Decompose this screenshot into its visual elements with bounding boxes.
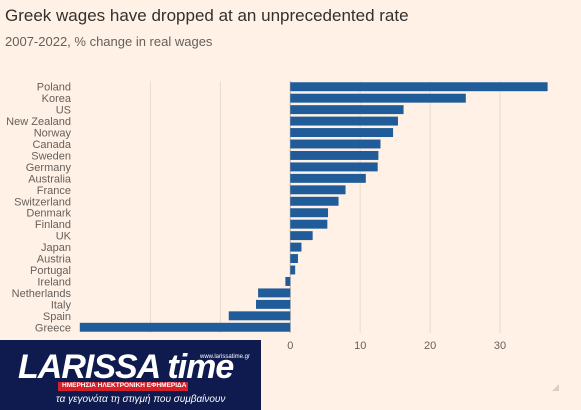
category-label: Ireland <box>37 276 71 288</box>
x-tick-label: 20 <box>424 340 436 352</box>
bar-new-zealand <box>290 116 398 126</box>
bar-spain <box>228 311 291 321</box>
bar-denmark <box>290 208 329 218</box>
bar-germany <box>290 162 378 172</box>
category-label: UK <box>56 231 72 243</box>
category-label: Netherlands <box>12 288 72 300</box>
bar-portugal <box>290 265 296 275</box>
bar-norway <box>290 128 394 138</box>
logo-tagline: τα γεγονότα τη στιγμή που συμβαίνουν <box>56 394 226 405</box>
category-label: Portugal <box>30 265 71 277</box>
chart-subtitle: 2007-2022, % change in real wages <box>5 34 213 49</box>
category-label: Spain <box>43 311 71 323</box>
x-tick-label: 0 <box>287 340 293 352</box>
category-label: Italy <box>51 299 72 311</box>
category-label: Norway <box>34 128 72 140</box>
category-label: US <box>56 105 71 117</box>
logo-wordmark: LARISSA time <box>18 348 234 386</box>
category-label: Greece <box>35 322 71 334</box>
category-label: Canada <box>32 139 71 151</box>
chart-title: Greek wages have dropped at an unprecede… <box>5 6 409 25</box>
bar-us <box>290 105 404 115</box>
logo-strip-bg <box>58 382 188 391</box>
bars <box>79 82 548 332</box>
category-label: Korea <box>42 93 72 105</box>
category-label: Poland <box>37 82 71 94</box>
bar-uk <box>290 231 313 241</box>
bar-korea <box>290 93 466 103</box>
bar-austria <box>290 254 298 264</box>
category-label: Austria <box>37 254 72 266</box>
bar-canada <box>290 139 381 149</box>
x-tick-label: 10 <box>354 340 366 352</box>
bar-greece <box>79 322 291 332</box>
category-label: Finland <box>35 219 71 231</box>
bar-ireland <box>285 276 291 286</box>
bar-france <box>290 185 346 195</box>
category-label: Sweden <box>31 150 71 162</box>
bar-italy <box>256 299 291 309</box>
category-label: Germany <box>26 162 72 174</box>
bar-australia <box>290 173 366 183</box>
category-label: Denmark <box>26 208 71 220</box>
category-label: France <box>37 185 71 197</box>
category-label: Switzerland <box>14 196 71 208</box>
bar-sweden <box>290 150 379 160</box>
bar-netherlands <box>258 288 291 298</box>
bar-finland <box>290 219 328 229</box>
logo-strip-text: ΗΜΕΡΗΣΙΑ ΗΛΕΚΤΡΟΝΙΚΗ ΕΦΗΜΕΡΙΔΑ <box>62 382 187 389</box>
category-label: Japan <box>41 242 71 254</box>
bar-poland <box>290 82 548 92</box>
x-tick-label: 30 <box>494 340 506 352</box>
x-tick-labels: 0 10 20 30 <box>287 340 506 352</box>
bar-japan <box>290 242 302 252</box>
larissa-time-logo: LARISSA time www.larissatime.gr ΗΜΕΡΗΣΙΑ… <box>0 340 261 410</box>
bar-switzerland <box>290 196 339 206</box>
resize-corner-icon <box>552 384 559 391</box>
category-label: Australia <box>28 173 72 185</box>
logo-url: www.larissatime.gr <box>200 354 251 360</box>
category-label: New Zealand <box>6 116 71 128</box>
